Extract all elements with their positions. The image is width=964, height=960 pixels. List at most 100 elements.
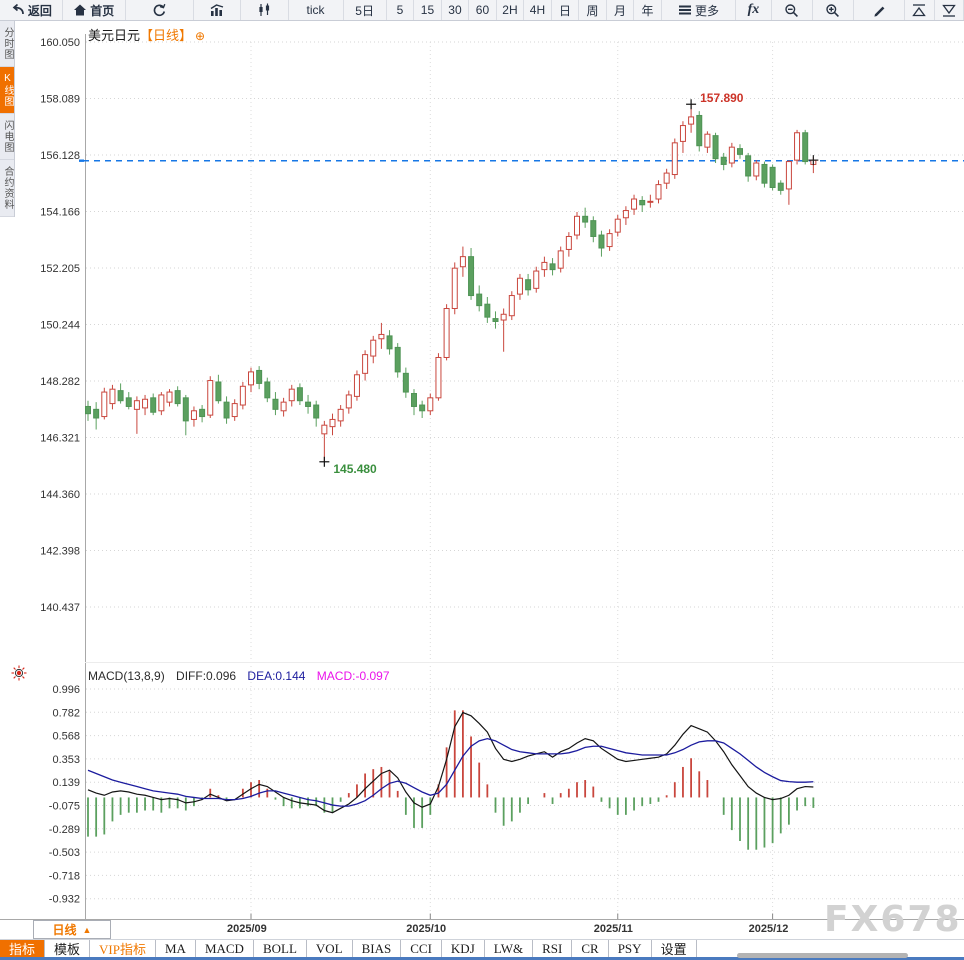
macd-diff-value: DIFF:0.096 [176, 669, 237, 683]
more-button-label: 更多 [694, 3, 719, 18]
period-week-button-label: 周 [586, 3, 599, 18]
triangle-up-icon: ▲ [82, 924, 92, 935]
period-5-button[interactable]: 5 [387, 0, 415, 20]
bottom-tab-vip-indicator[interactable]: VIP指标 [90, 940, 156, 957]
zoom-in-button[interactable] [813, 0, 855, 20]
bottom-tab-ma[interactable]: MA [156, 940, 196, 957]
indicator-settings-sun-icon[interactable] [11, 665, 27, 686]
period-tick-button[interactable]: tick [289, 0, 344, 20]
svg-text:157.890: 157.890 [700, 91, 744, 105]
svg-text:0.139: 0.139 [52, 777, 80, 789]
bottom-tab-kdj[interactable]: KDJ [442, 940, 485, 957]
period-15-button-label: 15 [420, 3, 435, 17]
bottom-tab-bias[interactable]: BIAS [353, 940, 402, 957]
macd-name-label: MACD(13,8,9) [88, 669, 165, 683]
period-2h-button[interactable]: 2H [497, 0, 525, 20]
current-price-line [79, 159, 964, 162]
panel-expand-button[interactable] [905, 0, 935, 20]
horizontal-scrollbar-thumb[interactable] [737, 953, 908, 958]
period-2h-button-label: 2H [502, 3, 518, 17]
symbol-name: 美元日元 [88, 28, 141, 43]
period-15-button[interactable]: 15 [414, 0, 442, 20]
svg-text:-0.289: -0.289 [49, 824, 80, 836]
price-annotations: 157.890 145.480 [319, 91, 819, 476]
watermark: FX678 [824, 899, 962, 940]
bottom-tab-bar: 指标 模板 VIP指标 MA MACD BOLL VOL BIAS CCI KDJ LW& RSI CR… [0, 939, 964, 957]
period-day-button[interactable]: 日 [552, 0, 580, 20]
draw-button[interactable] [854, 0, 906, 20]
bar-chart-button[interactable] [194, 0, 242, 20]
side-tab-lightning[interactable]: 闪电图 [0, 114, 14, 160]
x-axis-row: 2025/09 2025/10 2025/11 2025/12 [0, 920, 964, 939]
bottom-tab-rsi[interactable]: RSI [533, 940, 573, 957]
refresh-button[interactable] [126, 0, 195, 20]
period-30-button[interactable]: 30 [442, 0, 470, 20]
macd-dea-line [87, 737, 814, 807]
svg-text:-0.503: -0.503 [49, 847, 80, 859]
back-button-label: 返回 [27, 3, 52, 18]
period-week-button[interactable]: 周 [579, 0, 607, 20]
svg-text:158.089: 158.089 [40, 94, 80, 106]
grid-lines [0, 34, 964, 920]
bottom-tab-indicator[interactable]: 指标 [0, 940, 46, 957]
bottom-tab-cci[interactable]: CCI [401, 940, 442, 957]
zoom-out-button[interactable] [772, 0, 813, 20]
bottom-tab-boll[interactable]: BOLL [254, 940, 307, 957]
svg-text:156.128: 156.128 [40, 150, 80, 162]
bottom-tab-vol[interactable]: VOL [307, 940, 353, 957]
candlestick-chart-button[interactable] [241, 0, 289, 20]
panel-collapse-button[interactable] [935, 0, 964, 20]
side-tab-contract-info[interactable]: 合约资料 [0, 160, 14, 217]
month-label: 2025/10 [406, 923, 447, 935]
axis-labels: 160.050 158.089 156.128 154.166 152.205 150.2… [40, 37, 80, 906]
period-5-button-label: 5 [396, 3, 404, 17]
home-button-label: 首页 [90, 3, 115, 18]
svg-text:0.568: 0.568 [52, 731, 80, 743]
svg-text:0.782: 0.782 [52, 707, 80, 719]
period-year-button[interactable]: 年 [634, 0, 662, 20]
side-tab-strip: 分时图 K线图 闪电图 合约资料 [0, 21, 15, 217]
macd-hist-value: MACD:-0.097 [316, 669, 390, 683]
month-label: 2025/09 [227, 923, 267, 935]
period-day-button-label: 日 [558, 3, 571, 18]
svg-text:146.321: 146.321 [40, 433, 80, 445]
period-month-button[interactable]: 月 [607, 0, 635, 20]
macd-dea-value: DEA:0.144 [247, 669, 306, 683]
home-button[interactable]: 首页 [63, 0, 126, 20]
bottom-tab-template[interactable]: 模板 [45, 940, 91, 957]
side-tab-time-share[interactable]: 分时图 [0, 21, 14, 67]
bottom-tab-psy[interactable]: PSY [609, 940, 652, 957]
period-4h-button-label: 4H [529, 3, 546, 17]
svg-text:144.360: 144.360 [40, 489, 80, 501]
fx-indicator-button[interactable]: fx [736, 0, 772, 20]
chart-canvas[interactable]: 160.050 158.089 156.128 154.166 152.205 150.2… [0, 21, 964, 920]
period-5d-button-label: 5日 [355, 3, 374, 18]
macd-header: MACD(13,8,9) DIFF:0.096 DEA:0.144 MACD:-… [88, 669, 398, 683]
period-30-button-label: 30 [448, 3, 462, 17]
svg-text:150.244: 150.244 [40, 320, 80, 332]
period-selector-label: 日线 [52, 923, 77, 937]
bottom-tab-settings[interactable]: 设置 [652, 940, 697, 957]
svg-text:152.205: 152.205 [40, 263, 80, 275]
period-selector-button[interactable]: 日线 ▲ [33, 920, 111, 939]
side-tab-kline[interactable]: K线图 [0, 67, 14, 114]
svg-text:0.996: 0.996 [52, 684, 80, 696]
bottom-tab-lw[interactable]: LW& [485, 940, 534, 957]
candlestick-series[interactable] [85, 104, 817, 462]
bottom-tab-cr[interactable]: CR [572, 940, 609, 957]
svg-text:-0.718: -0.718 [49, 870, 80, 882]
period-4h-button[interactable]: 4H [524, 0, 552, 20]
period-60-button[interactable]: 60 [469, 0, 497, 20]
plus-circle-icon[interactable]: ⊕ [195, 29, 206, 43]
chart-header: 美元日元【日线】 ⊕ [88, 25, 205, 44]
bottom-tab-macd[interactable]: MACD [196, 940, 254, 957]
more-button[interactable]: 更多 [662, 0, 737, 20]
period-5d-button[interactable]: 5日 [344, 0, 387, 20]
svg-text:142.398: 142.398 [40, 546, 80, 558]
svg-text:160.050: 160.050 [40, 37, 80, 49]
svg-text:145.480: 145.480 [333, 462, 377, 476]
macd-histogram [87, 710, 815, 850]
back-button[interactable]: 返回 [0, 0, 63, 20]
period-tag: 【日线】 [140, 28, 193, 43]
